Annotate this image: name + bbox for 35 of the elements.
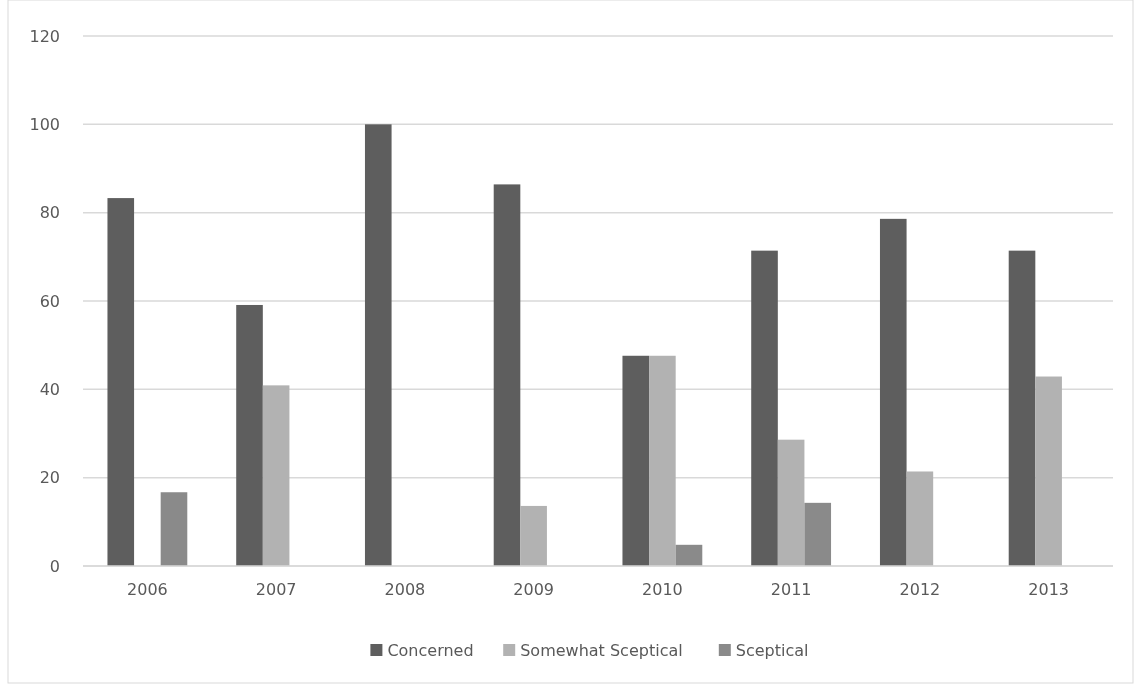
y-tick-label: 80 [39,203,60,223]
x-tick-label: 2011 [770,580,812,599]
bar [107,198,135,566]
x-tick-label: 2007 [255,580,297,599]
bar [622,355,650,566]
bar [236,304,263,566]
x-tick-label: 2012 [899,580,941,599]
y-tick-label: 20 [39,468,60,488]
bar [751,250,778,566]
bar [520,505,547,566]
bar [906,471,934,566]
x-tick-label: 2010 [642,580,683,599]
legend-label: Somewhat Sceptical [520,640,683,660]
bar [1008,250,1036,566]
bar [777,439,805,566]
y-tick-label: 100 [29,114,60,134]
x-tick-label: 2006 [127,580,168,599]
legend-label: Concerned [387,640,474,660]
y-tick-label: 60 [39,291,60,311]
legend-label: Sceptical [735,640,809,660]
bar [675,544,703,566]
bar [804,502,832,566]
bar [262,385,290,566]
bar [1035,376,1062,566]
x-tick-label: 2008 [384,580,426,599]
x-tick-label: 2009 [513,580,554,599]
y-tick-label: 120 [29,26,60,46]
y-tick-label: 40 [39,379,60,399]
x-tick-label: 2013 [1028,580,1069,599]
bar [364,124,392,566]
bar [493,184,521,566]
bar [649,355,676,566]
bar [879,218,907,566]
y-tick-label: 0 [49,556,60,576]
bar [160,492,188,566]
